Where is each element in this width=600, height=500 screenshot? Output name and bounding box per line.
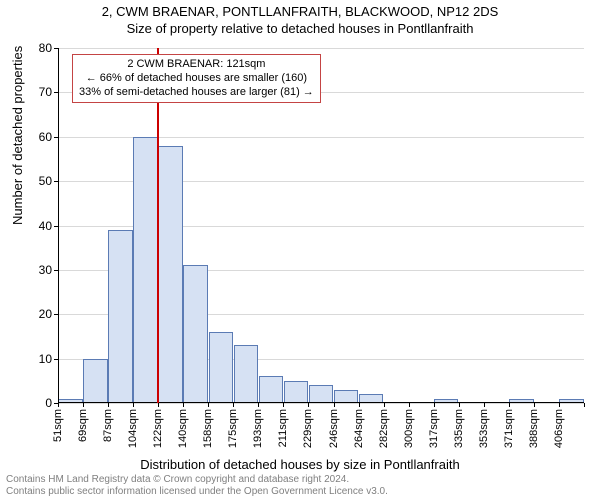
- y-axis-label: Number of detached properties: [10, 46, 25, 225]
- xtick-label: 229sqm: [302, 409, 314, 448]
- xtick-label: 300sqm: [403, 409, 415, 448]
- xtick-mark: [158, 403, 159, 407]
- xtick-label: 317sqm: [428, 409, 440, 448]
- ytick-label: 10: [39, 352, 52, 366]
- ytick-label: 60: [39, 130, 52, 144]
- histogram-bar: [133, 137, 158, 403]
- ytick-label: 50: [39, 174, 52, 188]
- ytick-label: 20: [39, 307, 52, 321]
- annotation-line2: ← 66% of detached houses are smaller (16…: [79, 72, 314, 86]
- title-address: 2, CWM BRAENAR, PONTLLANFRAITH, BLACKWOO…: [0, 4, 600, 19]
- xtick-label: 69sqm: [77, 409, 89, 442]
- histogram-bar: [209, 332, 234, 403]
- ytick-label: 80: [39, 41, 52, 55]
- xtick-mark: [509, 403, 510, 407]
- xtick-mark: [384, 403, 385, 407]
- xtick-label: 246sqm: [328, 409, 340, 448]
- footer-line1: Contains HM Land Registry data © Crown c…: [6, 474, 388, 486]
- ytick-label: 70: [39, 85, 52, 99]
- footer-line2: Contains public sector information licen…: [6, 486, 388, 498]
- attribution-footer: Contains HM Land Registry data © Crown c…: [6, 474, 388, 498]
- xtick-mark: [409, 403, 410, 407]
- histogram-bar: [158, 146, 183, 403]
- xtick-mark: [283, 403, 284, 407]
- xtick-mark: [308, 403, 309, 407]
- xtick-label: 140sqm: [177, 409, 189, 448]
- gridline: [58, 403, 584, 404]
- xtick-mark: [233, 403, 234, 407]
- xtick-label: 193sqm: [252, 409, 264, 448]
- xtick-mark: [83, 403, 84, 407]
- annotation-line1: 2 CWM BRAENAR: 121sqm: [79, 58, 314, 72]
- ytick-label: 30: [39, 263, 52, 277]
- xtick-mark: [484, 403, 485, 407]
- histogram-bar: [234, 345, 259, 403]
- xtick-label: 104sqm: [127, 409, 139, 448]
- chart-title-block: 2, CWM BRAENAR, PONTLLANFRAITH, BLACKWOO…: [0, 0, 600, 36]
- xtick-mark: [258, 403, 259, 407]
- ytick-label: 40: [39, 219, 52, 233]
- annotation-callout: 2 CWM BRAENAR: 121sqm← 66% of detached h…: [72, 54, 321, 103]
- xtick-mark: [58, 403, 59, 407]
- histogram-bar: [334, 390, 359, 403]
- xtick-label: 264sqm: [353, 409, 365, 448]
- xtick-mark: [133, 403, 134, 407]
- xtick-mark: [434, 403, 435, 407]
- histogram-bar: [108, 230, 133, 403]
- xtick-label: 122sqm: [152, 409, 164, 448]
- xtick-label: 51sqm: [52, 409, 64, 442]
- gridline: [58, 48, 584, 49]
- xtick-label: 211sqm: [277, 409, 289, 447]
- xtick-mark: [459, 403, 460, 407]
- xtick-label: 282sqm: [378, 409, 390, 448]
- xtick-label: 388sqm: [528, 409, 540, 448]
- x-axis-label: Distribution of detached houses by size …: [0, 457, 600, 472]
- x-axis-line: [58, 402, 584, 403]
- xtick-mark: [208, 403, 209, 407]
- xtick-label: 371sqm: [503, 409, 515, 448]
- xtick-mark: [584, 403, 585, 407]
- histogram-bar: [259, 376, 284, 403]
- xtick-mark: [183, 403, 184, 407]
- xtick-label: 87sqm: [102, 409, 114, 442]
- xtick-label: 158sqm: [202, 409, 214, 448]
- histogram-bar: [284, 381, 309, 403]
- xtick-mark: [359, 403, 360, 407]
- ytick-label: 0: [45, 396, 52, 410]
- xtick-mark: [534, 403, 535, 407]
- xtick-label: 175sqm: [227, 409, 239, 448]
- title-subtitle: Size of property relative to detached ho…: [0, 21, 600, 36]
- xtick-mark: [108, 403, 109, 407]
- xtick-label: 353sqm: [478, 409, 490, 448]
- xtick-mark: [334, 403, 335, 407]
- xtick-mark: [559, 403, 560, 407]
- y-axis-line: [58, 48, 59, 403]
- xtick-label: 406sqm: [553, 409, 565, 448]
- annotation-line3: 33% of semi-detached houses are larger (…: [79, 86, 314, 100]
- xtick-label: 335sqm: [453, 409, 465, 448]
- chart-plot-area: 0102030405060708051sqm69sqm87sqm104sqm12…: [58, 48, 584, 403]
- histogram-bar: [183, 265, 208, 403]
- histogram-bar: [309, 385, 334, 403]
- histogram-bar: [83, 359, 108, 403]
